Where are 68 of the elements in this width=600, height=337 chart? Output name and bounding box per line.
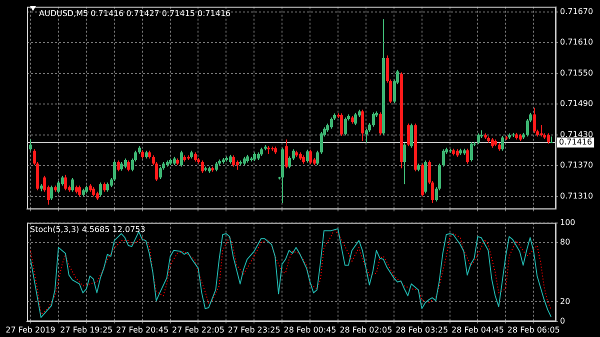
x-tick-label: 27 Feb 20:45 [116, 325, 169, 334]
candlestick [403, 142, 406, 185]
candlestick [372, 112, 375, 128]
y-tick-label: 0.71670 [560, 7, 594, 16]
candlestick [410, 123, 413, 148]
candlestick [99, 182, 102, 197]
y-tick-label: 0 [560, 316, 566, 326]
x-tick-label: 28 Feb 06:05 [507, 325, 560, 334]
candlestick [232, 154, 235, 168]
candlestick [320, 131, 323, 154]
y-tick-label: 0.71490 [560, 99, 594, 108]
candlestick [466, 148, 469, 164]
candlestick [330, 116, 333, 130]
candlestick [285, 139, 288, 169]
y-tick-label: 80 [560, 238, 570, 247]
candlestick [306, 149, 309, 164]
x-tick-label: 27 Feb 22:05 [172, 325, 224, 334]
candlestick [127, 160, 130, 172]
candlestick [379, 112, 382, 136]
candlestick [57, 180, 60, 194]
y-tick-label: 0.71550 [560, 68, 594, 78]
candlestick [201, 160, 204, 174]
candlestick [491, 137, 494, 148]
candlestick [50, 185, 53, 200]
candlestick [316, 150, 319, 166]
candlestick [547, 132, 550, 144]
candlestick [194, 152, 197, 162]
y-tick-label: 0.71310 [560, 191, 594, 200]
candlestick [64, 174, 67, 191]
candlestick [103, 182, 106, 192]
candlestick [501, 135, 504, 152]
x-tick-label: 28 Feb 03:25 [396, 325, 448, 334]
candlestick [29, 139, 32, 152]
y-tick-label: 20 [560, 296, 570, 306]
y-tick-label: 0.71610 [560, 38, 594, 47]
candlestick [477, 132, 480, 145]
candlestick [354, 112, 357, 126]
candlestick [540, 124, 543, 137]
candlestick [361, 109, 364, 142]
candlestick [407, 123, 410, 147]
candlestick [106, 182, 109, 192]
candlestick [236, 160, 239, 170]
x-tick-label: 27 Feb 23:25 [228, 325, 280, 334]
candlestick [92, 186, 95, 197]
candlestick [533, 107, 536, 134]
ref-line-label: 0.71416 [559, 138, 592, 147]
x-tick-label: 28 Feb 04:45 [451, 325, 504, 334]
candlestick [71, 177, 74, 192]
chart-title: AUDUSD,M5 0.71416 0.71427 0.71415 0.71416 [39, 8, 231, 18]
candlestick [78, 185, 81, 197]
y-tick-label: 100 [560, 218, 576, 227]
candlestick [215, 162, 218, 172]
x-tick-label: 27 Feb 19:25 [60, 325, 113, 334]
y-tick-label: 0.71370 [560, 160, 594, 170]
chart-title: Stoch(5,3,3) 4.5685 12.0753 [30, 224, 146, 234]
candlestick [470, 142, 473, 162]
candlestick [159, 166, 162, 180]
x-tick-label: 28 Feb 00:45 [284, 325, 336, 334]
candlestick [340, 112, 343, 136]
candlestick [344, 116, 347, 136]
x-tick-label: 27 Feb 2019 [6, 325, 56, 334]
y-tick-label: 0.71430 [560, 130, 594, 139]
x-tick-label: 28 Feb 02:05 [340, 325, 392, 334]
candlestick [124, 158, 127, 169]
candlestick [442, 148, 445, 168]
candlestick [309, 149, 312, 165]
candlestick [117, 160, 120, 172]
candlestick [180, 150, 183, 168]
